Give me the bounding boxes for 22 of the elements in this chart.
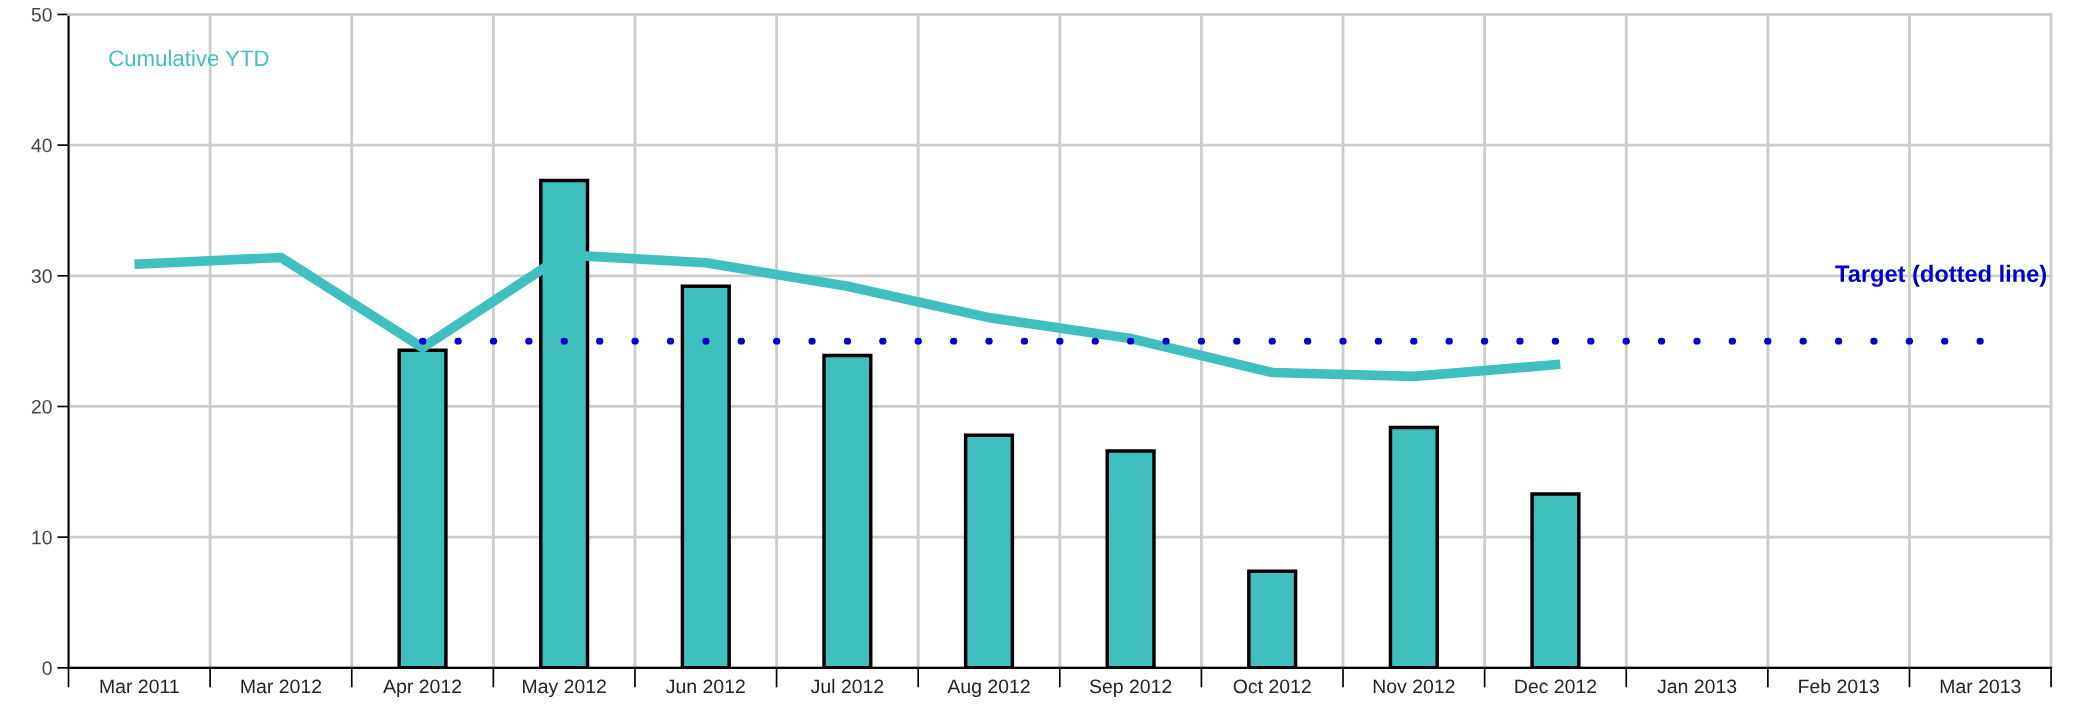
x-tick-label: Mar 2011 (100, 679, 179, 694)
x-tick-label: Dec 2012 (1515, 679, 1597, 694)
y-tick-label: 20 (31, 399, 52, 414)
x-tick-label: Oct 2012 (1233, 679, 1311, 694)
x-tick-label: Feb 2013 (1799, 678, 1879, 694)
x-tick-label: May 2012 (523, 679, 606, 698)
x-tick-label: Mar 2012 (241, 679, 322, 694)
x-tick-label: Sep 2012 (1089, 679, 1172, 698)
x-tick-label: Jan 2013 (1657, 679, 1737, 694)
x-tick-label: Jul 2012 (810, 678, 884, 694)
y-tick-label: 40 (31, 138, 52, 153)
y-tick-label: 10 (32, 530, 52, 545)
x-tick-label: Jun 2012 (666, 679, 745, 694)
x-tick-label: Aug 2012 (947, 679, 1030, 698)
x-tick-label: Apr 2012 (383, 679, 462, 698)
text: Cumulative YTD (109, 49, 269, 67)
x-tick-label: Nov 2012 (1373, 679, 1455, 694)
y-tick-label: 30 (31, 269, 52, 284)
y-tick-label: 0 (42, 661, 52, 676)
x-tick-label: Mar 2013 (1940, 679, 2021, 694)
text: Target (dotted line) (1835, 264, 2046, 287)
y-tick-label: 50 (31, 7, 52, 22)
